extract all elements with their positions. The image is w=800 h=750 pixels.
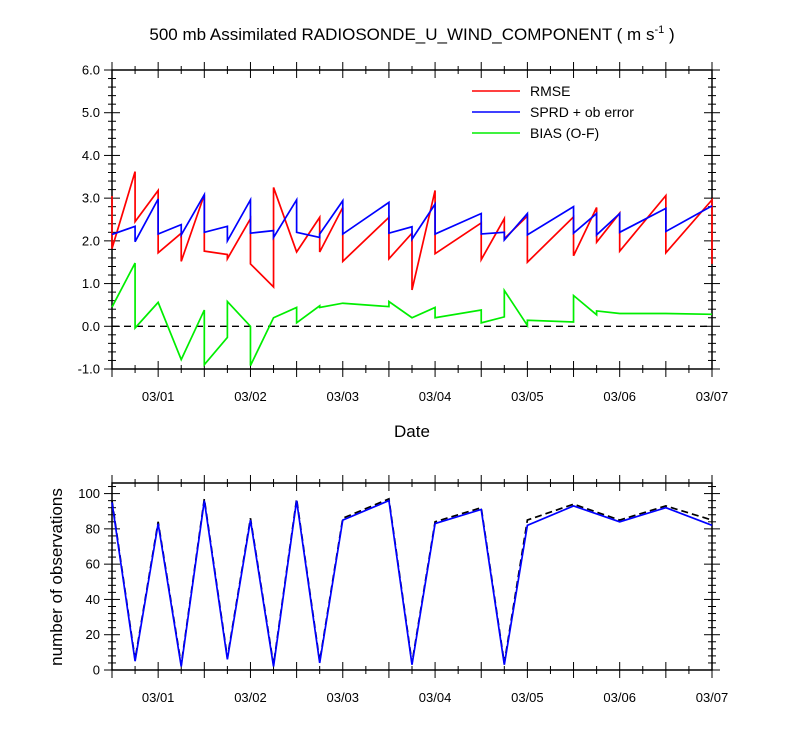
chart-title-close: ) (664, 25, 674, 44)
bottom-x-tick-label: 03/04 (419, 690, 452, 705)
chart-title-units-sup: -1 (654, 24, 664, 36)
bottom-series-observations-used (111, 499, 713, 667)
top-y-tick-label: 4.0 (82, 148, 100, 163)
bottom-y-tick-label: 80 (86, 521, 100, 536)
bottom-y-tick-labels: 0 20 40 60 80 100 (78, 486, 100, 677)
bottom-y-tick-label: 100 (78, 486, 100, 501)
bottom-x-tick-label: 03/06 (603, 690, 636, 705)
top-tick-marks (104, 62, 720, 377)
top-x-tick-label: 03/04 (419, 389, 452, 404)
legend: RMSE SPRD + ob error BIAS (O-F) (472, 83, 634, 141)
bottom-y-axis-title: number of observations (47, 488, 66, 666)
chart-title: 500 mb Assimilated RADIOSONDE_U_WIND_COM… (149, 24, 674, 44)
bottom-x-tick-label: 03/01 (142, 690, 175, 705)
bottom-series-possible-observations (111, 497, 713, 665)
bottom-series-group (111, 497, 713, 667)
legend-label-bias: BIAS (O-F) (530, 125, 599, 141)
top-y-tick-label: 5.0 (82, 105, 100, 120)
bottom-y-tick-label: 40 (86, 592, 100, 607)
bottom-x-tick-label: 03/05 (511, 690, 544, 705)
top-x-tick-label: 03/03 (326, 389, 359, 404)
bottom-tick-marks (104, 475, 720, 678)
top-x-tick-label: 03/07 (696, 389, 729, 404)
bottom-x-tick-labels: 03/01 03/02 03/03 03/04 03/05 03/06 03/07 (142, 690, 728, 705)
bottom-x-tick-label: 03/02 (234, 690, 267, 705)
top-y-tick-labels: -1.0 0.0 1.0 2.0 3.0 4.0 5.0 6.0 (78, 63, 100, 377)
legend-label-sprd: SPRD + ob error (530, 104, 634, 120)
top-x-tick-labels: 03/01 03/02 03/03 03/04 03/05 03/06 03/07 (142, 389, 728, 404)
top-x-axis-title: Date (394, 422, 430, 441)
top-x-tick-label: 03/06 (603, 389, 636, 404)
top-y-tick-label: 2.0 (82, 233, 100, 248)
top-x-tick-label: 03/02 (234, 389, 267, 404)
top-x-tick-label: 03/01 (142, 389, 175, 404)
chart-title-main: 500 mb Assimilated RADIOSONDE_U_WIND_COM… (149, 25, 654, 44)
top-y-tick-label: 6.0 (82, 63, 100, 78)
bottom-x-tick-label: 03/03 (326, 690, 359, 705)
legend-label-rmse: RMSE (530, 83, 570, 99)
top-series-group (111, 171, 713, 368)
top-y-tick-label: 0.0 (82, 319, 100, 334)
bottom-y-tick-label: 60 (86, 557, 100, 572)
top-series-sprd-ob-error (111, 191, 713, 245)
top-series-bias-o-f (111, 262, 713, 368)
top-y-tick-label: 1.0 (82, 276, 100, 291)
top-y-tick-label: -1.0 (78, 362, 100, 377)
bottom-y-tick-label: 20 (86, 627, 100, 642)
top-x-tick-label: 03/05 (511, 389, 544, 404)
top-panel: -1.00.01.02.03.04.05.06.0 03/01 03/02 03/0… (78, 62, 728, 441)
bottom-x-tick-label: 03/07 (696, 690, 729, 705)
bottom-y-tick-label: 0 (93, 663, 100, 678)
top-y-tick-label: 3.0 (82, 191, 100, 206)
